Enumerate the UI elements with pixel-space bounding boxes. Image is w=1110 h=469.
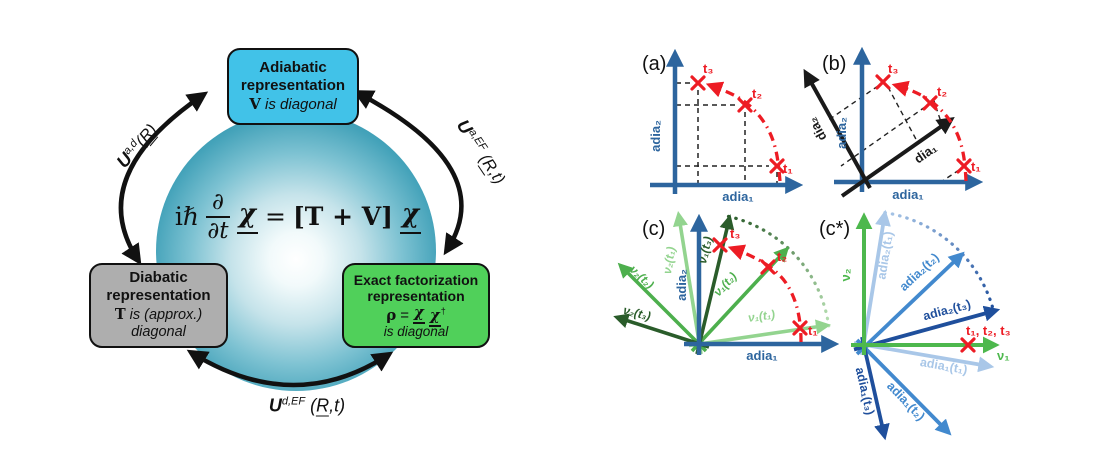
- panel-b-time-markers: [875, 74, 972, 174]
- panel-b-t2: t₂: [937, 84, 947, 99]
- panel-b-dia2-axis: [803, 68, 872, 189]
- eq-chi-right: χ: [399, 199, 422, 235]
- panel-cstar-a1t2-vector: [855, 338, 952, 436]
- panel-cstar-t-all: t₁, t₂, t₃: [966, 323, 1011, 338]
- panel-c-label: (c): [642, 218, 665, 240]
- diabatic-title-2: representation: [106, 287, 211, 305]
- panel-cstar-x-label: ν₁: [997, 348, 1010, 363]
- panel-c-v1t1-label: ν₁(t₁): [747, 307, 776, 325]
- panel-cstar: (c*) ν₁ ν₂ adia₂(t₁) adia₂(t₂) adia₂(t₃)…: [819, 209, 1011, 441]
- panel-c-rotation-arc: [726, 214, 831, 328]
- panel-a-t2: t₂: [752, 86, 762, 101]
- panel-c-t3: t₃: [730, 226, 740, 241]
- panel-a-t1: t₁: [783, 161, 793, 176]
- panel-c-v1t3-label: ν₁(t₃): [695, 235, 715, 265]
- panel-a-trajectory: [705, 81, 782, 182]
- panel-a-label: (a): [642, 53, 666, 75]
- panel-cstar-a2t2-label: adia₂(t₂): [897, 250, 942, 293]
- adiabatic-title-1: Adiabatic: [259, 58, 327, 76]
- panel-a-time-markers: [690, 75, 785, 174]
- panel-a: (a) adia₁ adia₂ t₁ t₂ t₃: [642, 48, 804, 204]
- panel-b: (b) adia₁ adia₂ dia₁ dia₂ t₁ t₂ t₃: [803, 46, 984, 202]
- panel-b-y-label: adia₂: [834, 117, 849, 149]
- panel-cstar-a1t2-label: adia₁(t₂): [884, 379, 928, 423]
- ef-title-2: representation: [367, 287, 465, 304]
- panel-c-trajectory: [727, 244, 803, 343]
- ef-title-1: Exact factorization: [353, 271, 479, 288]
- transform-label-diabatic-ef: Ud,EF (R,t): [268, 395, 346, 417]
- diabatic-subtitle-2: diagonal: [131, 324, 186, 341]
- panel-cstar-label: (c*): [819, 218, 850, 240]
- panel-cstar-a2t2-vector: [855, 251, 965, 356]
- panel-cstar-time-marker: [960, 337, 976, 353]
- panel-c-t1: t₁: [808, 323, 818, 338]
- panel-b-dia2-label: dia₂: [804, 115, 829, 144]
- panel-c-time-markers: [712, 237, 808, 336]
- eq-chi-left: χ: [236, 199, 259, 235]
- cycle-arrows: [118, 90, 464, 388]
- panel-b-trajectory: [891, 80, 968, 182]
- panel-a-t3: t₃: [703, 61, 713, 76]
- panel-c: (c) adia₁ adia₂ ν₁(t₁) ν₁(t₂) ν₁(t₃) ν₂(…: [613, 211, 840, 363]
- panel-a-x-label: adia₁: [722, 189, 753, 204]
- panel-b-x-label: adia₁: [892, 187, 923, 202]
- eq-partial-fraction: ∂ ∂t: [206, 189, 230, 245]
- panel-cstar-rotation-arc: [883, 211, 995, 312]
- panel-a-gridlines: [676, 82, 778, 184]
- ef-subtitle: is diagonal: [383, 323, 449, 339]
- diabatic-subtitle: T is (approx.): [114, 305, 203, 323]
- adiabatic-title-2: representation: [240, 76, 346, 94]
- panel-b-label: (b): [822, 53, 846, 75]
- panel-a-y-label: adia₂: [648, 120, 663, 152]
- panel-b-t3: t₃: [888, 61, 898, 76]
- exact-factorization-box: Exact factorization representation ρ = χ…: [342, 263, 490, 348]
- panel-c-v2t3-label: ν₂(t₃): [622, 303, 652, 323]
- panel-c-y-label: adia₂: [674, 269, 689, 301]
- adiabatic-subtitle: V is diagonal: [249, 95, 337, 114]
- panel-b-t1: t₁: [971, 159, 981, 174]
- arrow-diabatic-ef: [186, 349, 394, 388]
- panel-c-x-label: adia₁: [746, 348, 777, 363]
- adiabatic-representation-box: Adiabatic representation V is diagonal: [227, 48, 359, 125]
- panel-c-t2: t₂: [777, 249, 787, 264]
- panel-b-dia1-axis: [840, 116, 955, 198]
- arrow-adiabatic-diabatic: [118, 91, 209, 266]
- panel-cstar-a2t1-label: adia₂(t₁): [874, 230, 895, 280]
- panel-cstar-a1t1-label: adia₁(t₁): [919, 355, 969, 377]
- diabatic-representation-box: Diabatic representation T is (approx.) d…: [89, 263, 228, 348]
- panel-cstar-y-label: ν₂: [838, 268, 853, 281]
- eq-equals: =: [265, 202, 286, 232]
- panel-c-v2t1-label: ν₂(t₁): [660, 246, 678, 275]
- schroedinger-equation: iℏ ∂ ∂t χ = [T + V] χ: [172, 190, 424, 243]
- ef-density-equation: ρ = χ χ†: [386, 303, 446, 327]
- panel-c-v2t2-vector: [617, 262, 708, 353]
- eq-operator: [T + V]: [292, 202, 393, 232]
- arrow-adiabatic-ef: [352, 90, 464, 256]
- diabatic-title-1: Diabatic: [129, 269, 188, 287]
- eq-ihbar: iℏ: [174, 202, 199, 232]
